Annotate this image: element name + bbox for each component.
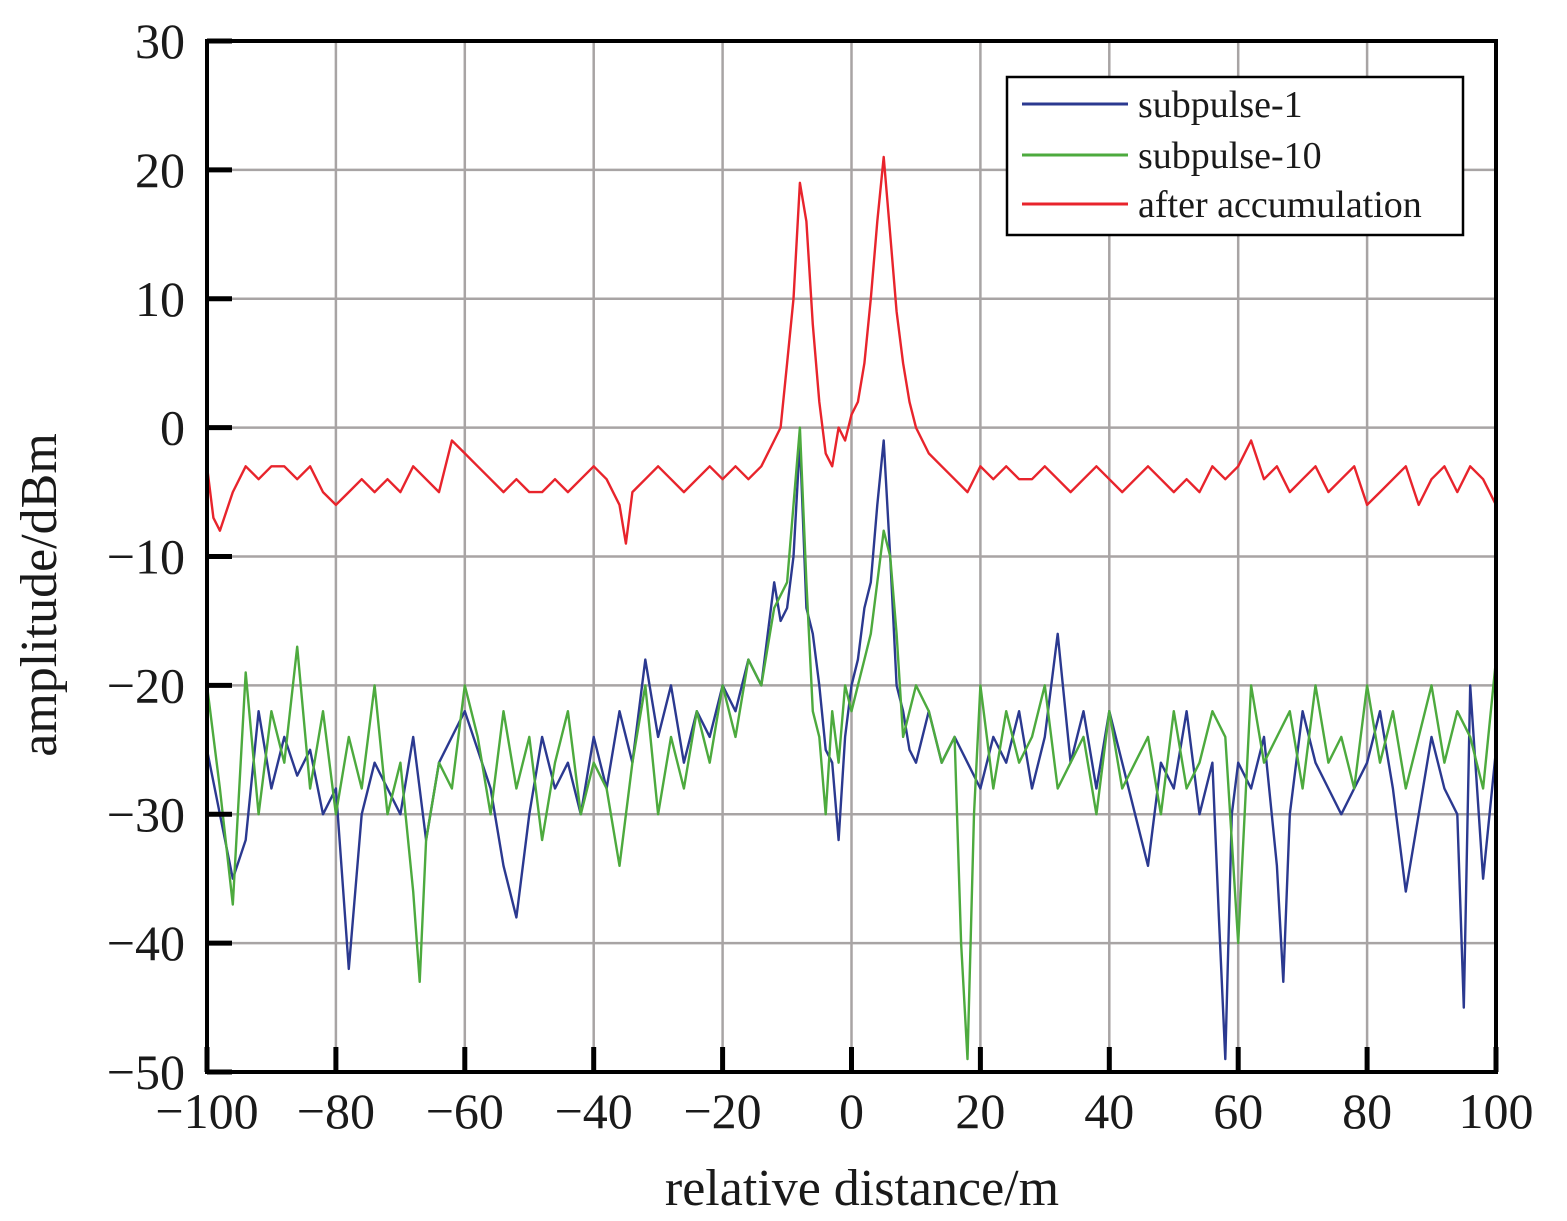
x-axis-label: relative distance/m bbox=[665, 1160, 1059, 1217]
legend-label-after-accumulation: after accumulation bbox=[1138, 184, 1422, 226]
x-tick-label: 100 bbox=[1459, 1083, 1534, 1139]
x-tick-label: 20 bbox=[955, 1083, 1005, 1139]
series-line-subpulse-10 bbox=[205, 426, 1498, 1061]
y-tick-label: 30 bbox=[135, 13, 185, 69]
x-tick-label: 80 bbox=[1342, 1083, 1392, 1139]
legend-label-subpulse-10: subpulse-10 bbox=[1138, 135, 1322, 177]
tick-marks bbox=[204, 38, 1499, 1075]
legend-label-subpulse-1: subpulse-1 bbox=[1138, 84, 1303, 126]
x-tick-label: −80 bbox=[297, 1083, 375, 1139]
y-tick-label: −30 bbox=[107, 786, 185, 842]
series-line-subpulse-1 bbox=[205, 439, 1498, 1061]
y-tick-labels: 30 20 10 0 −10 −20 −30 −40 −50 bbox=[107, 13, 185, 1100]
x-tick-label: −40 bbox=[555, 1083, 633, 1139]
y-axis-label: amplitude/dBm bbox=[11, 433, 68, 757]
x-tick-label: −20 bbox=[683, 1083, 761, 1139]
x-tick-label: −60 bbox=[426, 1083, 504, 1139]
y-tick-label: 20 bbox=[135, 142, 185, 198]
y-tick-label: −10 bbox=[107, 529, 185, 585]
series-layer bbox=[205, 155, 1498, 1061]
x-tick-label: 40 bbox=[1084, 1083, 1134, 1139]
y-tick-label: −20 bbox=[107, 657, 185, 713]
y-tick-label: −50 bbox=[107, 1044, 185, 1100]
y-tick-label: 0 bbox=[160, 400, 185, 456]
y-tick-label: −40 bbox=[107, 915, 185, 971]
series-line-after-accumulation bbox=[205, 155, 1498, 545]
y-tick-label: 10 bbox=[135, 271, 185, 327]
x-tick-label: −100 bbox=[155, 1083, 258, 1139]
x-tick-labels: −100 −80 −60 −40 −20 0 20 40 60 80 100 bbox=[155, 1083, 1533, 1139]
legend: subpulse-1 subpulse-10 after accumulatio… bbox=[1005, 75, 1465, 237]
x-tick-label: 60 bbox=[1213, 1083, 1263, 1139]
x-tick-label: 0 bbox=[839, 1083, 864, 1139]
